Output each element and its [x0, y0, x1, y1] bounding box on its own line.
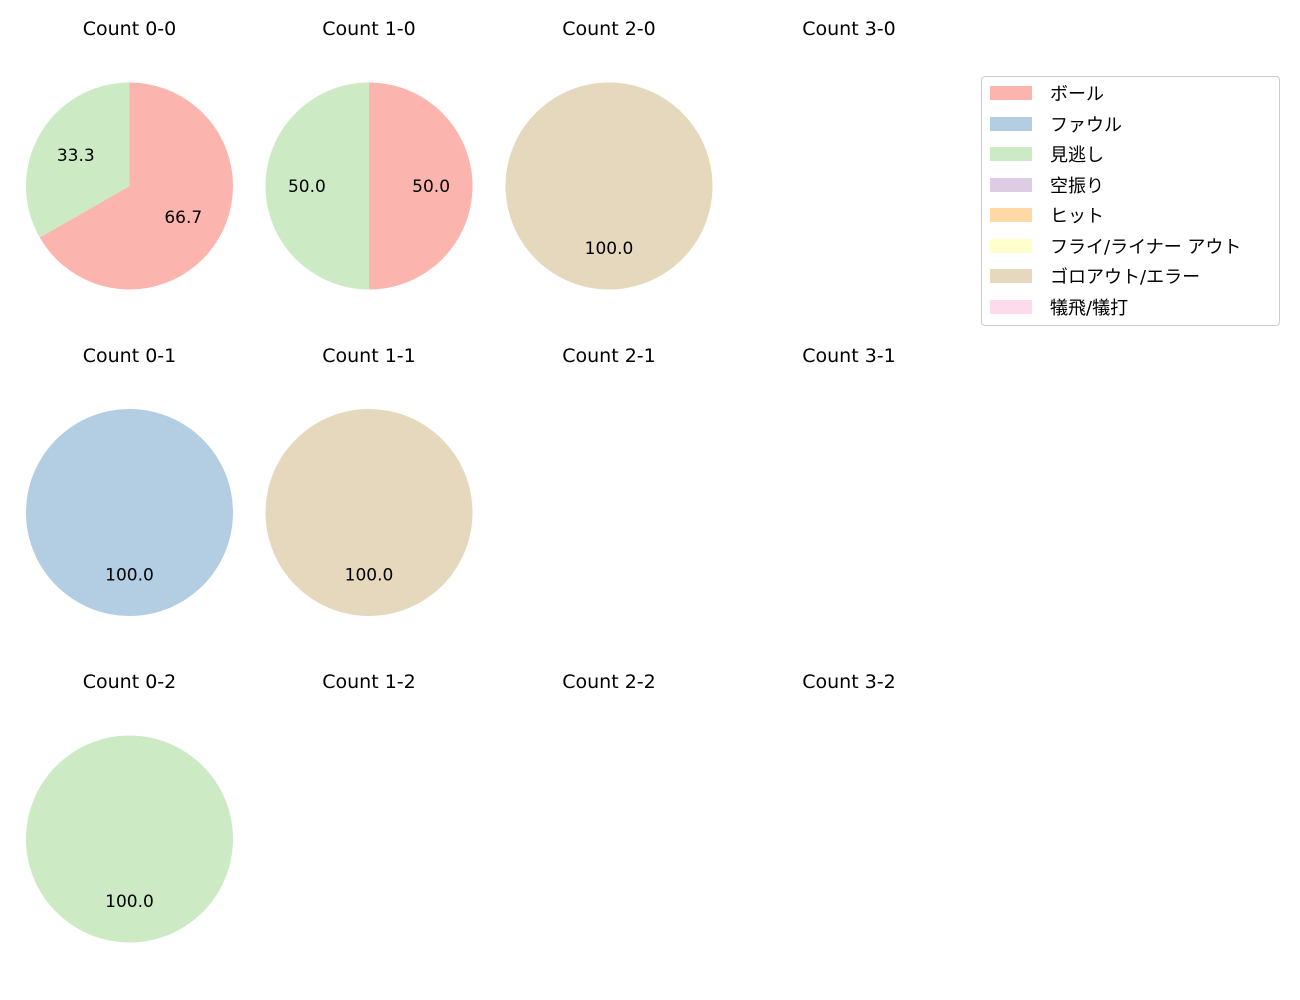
subplot-title: Count 0-1	[83, 345, 177, 367]
legend-label: 空振り	[1050, 175, 1104, 197]
legend-label: ファウル	[1050, 114, 1122, 136]
pie-slice	[369, 82, 473, 290]
subplot-title: Count 3-1	[802, 345, 896, 367]
subplot-title: Count 0-0	[83, 18, 177, 40]
pie-subplot: Count 1-0 50.0 50.0	[265, 18, 473, 290]
legend-item: ファウル	[990, 114, 1122, 136]
pie-subplot: Count 2-0 100.0	[505, 18, 713, 290]
pie-slice	[505, 82, 713, 290]
subplot-title: Count 1-1	[322, 345, 416, 367]
pie-subplot: Count 1-1 100.0	[265, 345, 473, 616]
legend-item: 見逃し	[990, 144, 1104, 166]
legend-swatch	[990, 299, 1032, 314]
legend-swatch	[990, 116, 1032, 131]
slice-percent-label: 100.0	[345, 566, 394, 586]
legend-swatch	[990, 177, 1032, 192]
legend-label: ヒット	[1050, 206, 1104, 227]
subplot-title: Count 2-1	[562, 345, 656, 367]
pie-slice	[25, 82, 130, 238]
legend-label: 見逃し	[1050, 145, 1104, 166]
slice-percent-label: 50.0	[288, 177, 326, 197]
legend-item: ヒット	[990, 205, 1104, 227]
subplot-title: Count 0-2	[83, 671, 177, 693]
legend-label: ゴロアウト/エラー	[1050, 267, 1201, 288]
slice-percent-label: 50.0	[412, 177, 450, 197]
pie-subplot: Count 3-0	[802, 18, 896, 40]
slice-percent-label: 100.0	[585, 239, 634, 259]
legend-swatch	[990, 208, 1032, 222]
legend-swatch	[990, 238, 1032, 253]
pie-subplot: Count 0-1 100.0	[26, 345, 233, 616]
pie-subplot: Count 2-1	[562, 345, 656, 367]
chart-legend: ボールファウル見逃し空振りヒットフライ/ライナー アウト ゴロアウト/エラー 犠飛/…	[981, 76, 1280, 326]
legend-item: ゴロアウト/エラー	[990, 266, 1201, 288]
pie-slice	[265, 82, 369, 290]
pie-slice	[39, 82, 234, 290]
subplot-title: Count 3-2	[802, 671, 896, 693]
pie-slice	[265, 409, 473, 616]
legend-item: ボール	[990, 83, 1104, 105]
subplot-title: Count 1-2	[322, 671, 416, 693]
pie-subplot: Count 2-2	[562, 671, 656, 693]
legend-item: 空振り	[990, 175, 1104, 197]
legend-swatch	[990, 269, 1032, 283]
legend-label: フライ/ライナー アウト	[1050, 236, 1242, 258]
legend-swatch	[990, 147, 1032, 161]
pie-slice	[26, 735, 233, 943]
subplot-title: Count 2-0	[562, 18, 656, 40]
pie-subplot: Count 1-2	[322, 671, 416, 693]
subplot-title: Count 2-2	[562, 671, 656, 693]
subplot-title: Count 3-0	[802, 18, 896, 40]
legend-swatch	[990, 86, 1032, 100]
subplot-title: Count 1-0	[322, 18, 416, 40]
pie-subplot: Count 0-2 100.0	[26, 671, 233, 943]
pie-subplot: Count 0-0 66.7 33.3	[25, 18, 234, 290]
legend-label: 犠飛/犠打	[1050, 297, 1129, 319]
slice-percent-label: 33.3	[57, 146, 95, 166]
pie-slice	[26, 409, 233, 616]
legend-item: フライ/ライナー アウト	[990, 236, 1242, 258]
legend-item: 犠飛/犠打	[990, 297, 1129, 319]
pie-subplot: Count 3-1	[802, 345, 896, 367]
slice-percent-label: 100.0	[105, 566, 154, 586]
pie-subplot: Count 3-2	[802, 671, 896, 693]
legend-label: ボール	[1050, 84, 1104, 105]
slice-percent-label: 100.0	[105, 892, 154, 912]
slice-percent-label: 66.7	[164, 208, 202, 228]
